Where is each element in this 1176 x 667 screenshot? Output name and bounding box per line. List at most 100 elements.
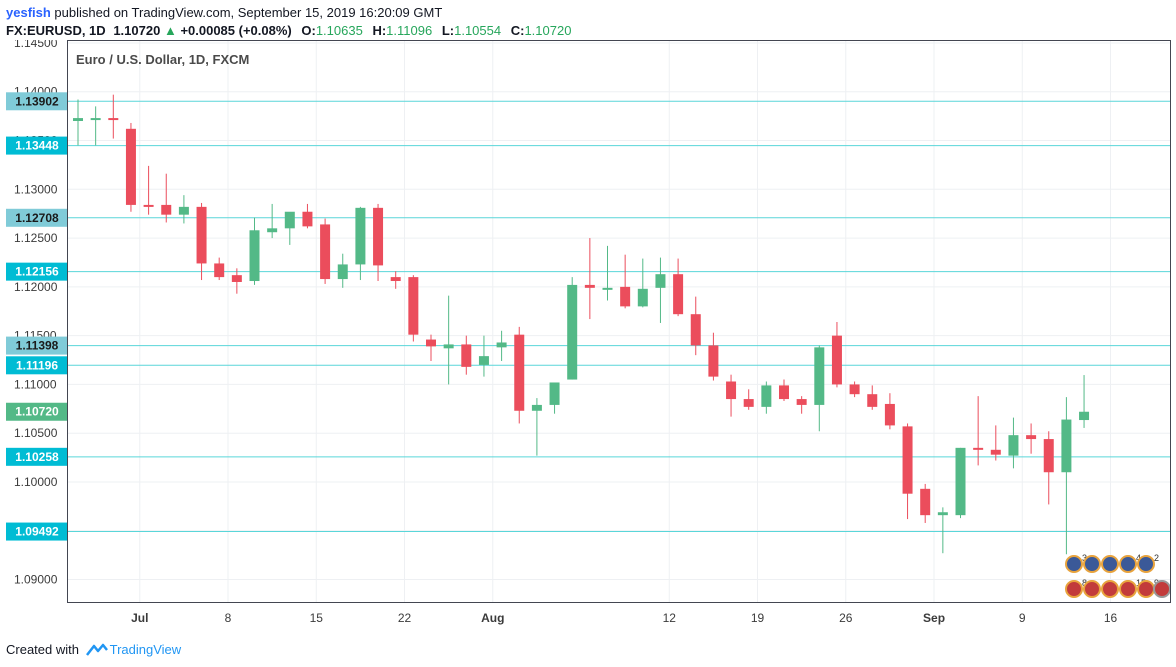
candle[interactable] xyxy=(637,258,648,308)
event-marker-icon[interactable] xyxy=(1101,580,1119,598)
candle-body xyxy=(708,345,719,377)
candle[interactable] xyxy=(390,271,401,289)
event-marker-icon[interactable] xyxy=(1153,580,1171,598)
event-flag-icon xyxy=(1119,580,1137,598)
candle-body xyxy=(320,224,331,280)
candle[interactable] xyxy=(108,94,119,139)
candle-body xyxy=(655,274,666,288)
event-marker-icon[interactable]: 8 xyxy=(1065,578,1087,598)
candle[interactable] xyxy=(426,334,436,362)
event-marker-icon[interactable]: 2 xyxy=(1137,553,1159,573)
candle[interactable] xyxy=(249,217,260,285)
candle-body xyxy=(690,314,701,346)
current-price-label-bg xyxy=(6,402,68,421)
candle[interactable] xyxy=(602,245,613,301)
event-marker-icon[interactable] xyxy=(1101,555,1119,573)
candle[interactable] xyxy=(443,295,454,385)
event-marker-icon[interactable] xyxy=(1083,580,1101,598)
ohlc-line: FX:EURUSD, 1D 1.10720 ▲ +0.00085 (+0.08%… xyxy=(6,22,1166,40)
level-label: 1.11196 xyxy=(16,358,58,372)
candle[interactable] xyxy=(831,321,842,388)
candle[interactable] xyxy=(726,374,737,417)
candle[interactable] xyxy=(796,396,807,414)
candle[interactable] xyxy=(514,326,525,424)
author-link[interactable]: yesfish xyxy=(6,5,51,20)
candle[interactable] xyxy=(567,277,578,380)
candle[interactable] xyxy=(496,330,507,362)
candle-body xyxy=(426,339,436,347)
candle[interactable] xyxy=(884,393,895,430)
candle[interactable] xyxy=(355,206,366,281)
candle[interactable] xyxy=(655,257,666,323)
low-value: 1.10554 xyxy=(454,23,502,38)
y-tick-label: 1.14500 xyxy=(14,40,58,50)
candle[interactable] xyxy=(708,332,719,381)
candle[interactable] xyxy=(337,253,348,288)
tradingview-link[interactable]: TradingView xyxy=(109,642,182,657)
level-label-bg xyxy=(6,447,68,466)
publish-line: yesfish published on TradingView.com, Se… xyxy=(6,4,1166,22)
candle[interactable] xyxy=(690,296,701,356)
candle[interactable] xyxy=(478,335,489,377)
candle[interactable] xyxy=(1061,397,1072,555)
candle-body xyxy=(955,447,966,516)
candle[interactable] xyxy=(73,99,83,146)
event-marker-icon[interactable]: 3 xyxy=(1065,553,1087,573)
candle[interactable] xyxy=(320,218,331,284)
candle[interactable] xyxy=(161,173,172,223)
candle[interactable] xyxy=(955,447,966,519)
candle[interactable] xyxy=(1043,431,1054,505)
candlestick-chart[interactable]: Euro / U.S. Dollar, 1D, FXCM 1.09000 1.09… xyxy=(0,40,1176,630)
x-tick-label: 8 xyxy=(225,611,232,625)
candle[interactable] xyxy=(90,106,101,146)
candle[interactable] xyxy=(620,254,631,309)
candle-body xyxy=(514,334,525,411)
candle[interactable] xyxy=(779,379,789,402)
candle[interactable] xyxy=(284,211,295,245)
candle-body xyxy=(143,204,154,207)
x-tick-label: 16 xyxy=(1104,611,1118,625)
event-marker-icon[interactable]: 4 xyxy=(1119,553,1141,573)
candle[interactable] xyxy=(920,483,931,523)
candle[interactable] xyxy=(1008,417,1019,469)
candle[interactable] xyxy=(902,423,913,520)
candle[interactable] xyxy=(814,345,825,432)
candle-body xyxy=(337,264,348,280)
candle[interactable] xyxy=(302,203,313,229)
candle[interactable] xyxy=(125,122,136,212)
candle[interactable] xyxy=(231,268,242,294)
candle[interactable] xyxy=(549,382,560,414)
y-tick-label: 1.09000 xyxy=(14,573,58,587)
candle[interactable] xyxy=(461,335,472,375)
event-flag-icon xyxy=(1065,580,1083,598)
candle[interactable] xyxy=(849,381,860,398)
candle[interactable] xyxy=(196,202,207,281)
candle[interactable] xyxy=(373,203,384,282)
candles xyxy=(73,94,1090,555)
tradingview-logo-icon xyxy=(85,643,108,656)
footer: Created with TradingView xyxy=(6,641,181,659)
candle[interactable] xyxy=(267,203,278,239)
x-tick-label: 15 xyxy=(310,611,324,625)
candle-body xyxy=(125,128,136,205)
candle[interactable] xyxy=(214,257,225,281)
candle[interactable] xyxy=(973,396,984,466)
candle[interactable] xyxy=(584,238,595,320)
candle[interactable] xyxy=(743,389,754,410)
candle[interactable] xyxy=(867,385,878,410)
event-marker-icon[interactable] xyxy=(1083,555,1101,573)
candle[interactable] xyxy=(178,195,189,224)
economic-events[interactable]: 3428159 xyxy=(1065,553,1171,598)
candle[interactable] xyxy=(143,165,154,215)
candle[interactable] xyxy=(1026,423,1037,454)
candle[interactable] xyxy=(673,258,684,317)
candle-body xyxy=(178,206,189,215)
candle-body xyxy=(673,274,684,315)
candle[interactable] xyxy=(937,507,948,554)
candle[interactable] xyxy=(990,425,1001,461)
candle[interactable] xyxy=(531,398,542,456)
candle[interactable] xyxy=(408,275,419,342)
candle[interactable] xyxy=(761,381,772,414)
level-label-bg xyxy=(6,208,68,227)
candle[interactable] xyxy=(1079,375,1090,428)
